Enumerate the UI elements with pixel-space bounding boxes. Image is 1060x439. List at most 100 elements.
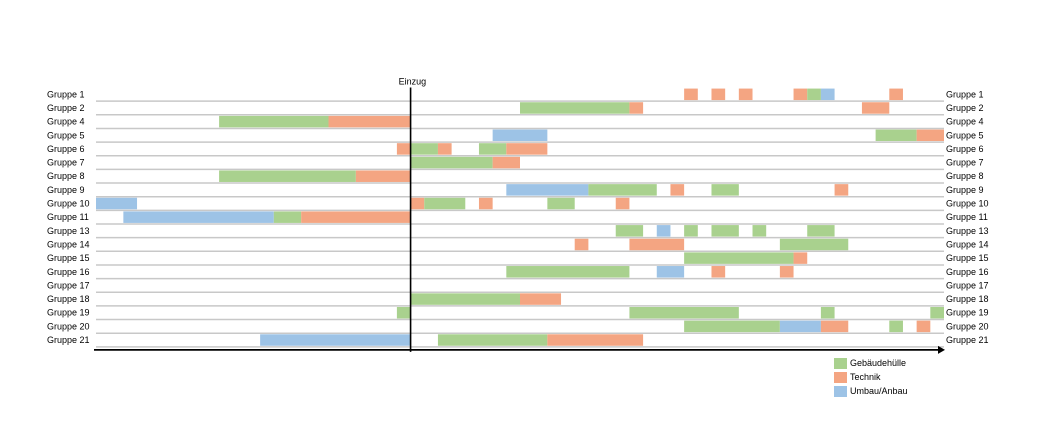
bar-gebaeudehuelle [684,225,698,237]
category-label-right: Gruppe 13 [946,226,989,236]
bar-technik [301,211,411,223]
bar-technik [492,156,520,169]
bar-technik [861,102,890,114]
bar-gebaeudehuelle [410,156,493,169]
bar-technik [916,320,931,333]
bar-gebaeudehuelle [219,115,329,128]
bar-technik [670,184,685,196]
bar-technik [506,143,548,155]
bar-technik [520,293,562,305]
category-label-right: Gruppe 6 [946,144,984,154]
bar-gebaeudehuelle [752,225,767,237]
category-label-right: Gruppe 16 [946,267,989,277]
bar-gebaeudehuelle [684,320,780,333]
category-label-left: Gruppe 17 [47,280,90,290]
legend-swatch-gebaeudehuelle [834,357,847,369]
bar-gebaeudehuelle [424,197,466,210]
bar-umbau-anbau [656,225,671,237]
category-label-right: Gruppe 5 [946,130,984,140]
category-label-right: Gruppe 17 [946,280,989,290]
legend-label: Umbau/Anbau [850,386,908,396]
bar-gebaeudehuelle [807,88,821,101]
legend-label: Technik [850,372,881,382]
bar-gebaeudehuelle [410,293,520,305]
category-label-right: Gruppe 2 [946,103,984,113]
legend-swatch-technik [834,371,847,383]
bar-gebaeudehuelle [478,143,507,155]
bar-umbau-anbau [506,184,589,196]
bar-gebaeudehuelle [820,306,835,319]
category-label-left: Gruppe 7 [47,158,85,168]
category-label-left: Gruppe 1 [47,89,85,99]
bar-gebaeudehuelle [779,238,849,251]
bar-technik [889,88,903,101]
category-label-right: Gruppe 9 [946,185,984,195]
bar-technik [437,143,452,155]
bar-technik [629,238,685,251]
category-label-left: Gruppe 18 [47,294,90,304]
bar-technik [779,266,794,278]
category-label-left: Gruppe 13 [47,226,90,236]
category-label-left: Gruppe 19 [47,308,90,318]
bar-technik [328,115,411,128]
bar-umbau-anbau [779,320,821,333]
bar-gebaeudehuelle [615,225,644,237]
bar-umbau-anbau [492,129,548,142]
category-label-right: Gruppe 1 [946,89,984,99]
bar-gebaeudehuelle [711,184,739,196]
legend-item-gebaeudehuelle: Gebäudehülle [834,357,908,369]
category-label-left: Gruppe 5 [47,130,85,140]
bar-technik [547,334,644,346]
category-label-left: Gruppe 21 [47,335,90,345]
category-label-left: Gruppe 4 [47,117,85,127]
category-label-left: Gruppe 15 [47,253,90,263]
category-label-right: Gruppe 8 [946,171,984,181]
bar-technik [629,102,644,114]
bar-technik [478,197,493,210]
bar-technik [615,197,630,210]
category-label-right: Gruppe 19 [946,308,989,318]
category-label-right: Gruppe 21 [946,335,989,345]
bar-gebaeudehuelle [889,320,903,333]
bar-gebaeudehuelle [520,102,630,114]
category-label-left: Gruppe 20 [47,321,90,331]
category-label-right: Gruppe 7 [946,158,984,168]
bar-umbau-anbau [260,334,411,346]
bar-gebaeudehuelle [396,306,411,319]
bar-gebaeudehuelle [930,306,944,319]
bar-umbau-anbau [96,197,138,210]
category-label-right: Gruppe 11 [946,212,988,222]
bar-gebaeudehuelle [875,129,917,142]
legend: Gebäudehülle Technik Umbau/Anbau [834,357,908,399]
category-label-left: Gruppe 14 [47,239,90,249]
bar-umbau-anbau [123,211,274,223]
x-axis-arrowhead [938,345,945,354]
bar-technik [396,143,411,155]
bar-gebaeudehuelle [437,334,548,346]
bar-gebaeudehuelle [807,225,835,237]
legend-label: Gebäudehülle [850,358,907,368]
bar-technik [738,88,753,101]
legend-swatch-umbau-anbau [834,385,847,397]
bar-technik [793,88,808,101]
bar-technik [410,197,425,210]
category-label-right: Gruppe 4 [946,117,984,127]
bar-technik [574,238,589,251]
category-label-left: Gruppe 10 [47,199,90,209]
category-label-right: Gruppe 18 [946,294,989,304]
bar-technik [820,320,849,333]
category-label-left: Gruppe 16 [47,267,90,277]
bar-gebaeudehuelle [588,184,657,196]
category-label-right: Gruppe 14 [946,239,989,249]
bar-technik [834,184,849,196]
bar-technik [684,88,698,101]
bar-gebaeudehuelle [273,211,302,223]
category-label-left: Gruppe 6 [47,144,85,154]
bar-gebaeudehuelle [506,266,630,278]
bar-umbau-anbau [656,266,685,278]
bar-gebaeudehuelle [684,252,794,264]
category-label-left: Gruppe 8 [47,171,85,181]
category-label-left: Gruppe 11 [47,212,89,222]
einzug-marker-label: Einzug [399,77,427,87]
category-label-left: Gruppe 9 [47,185,85,195]
